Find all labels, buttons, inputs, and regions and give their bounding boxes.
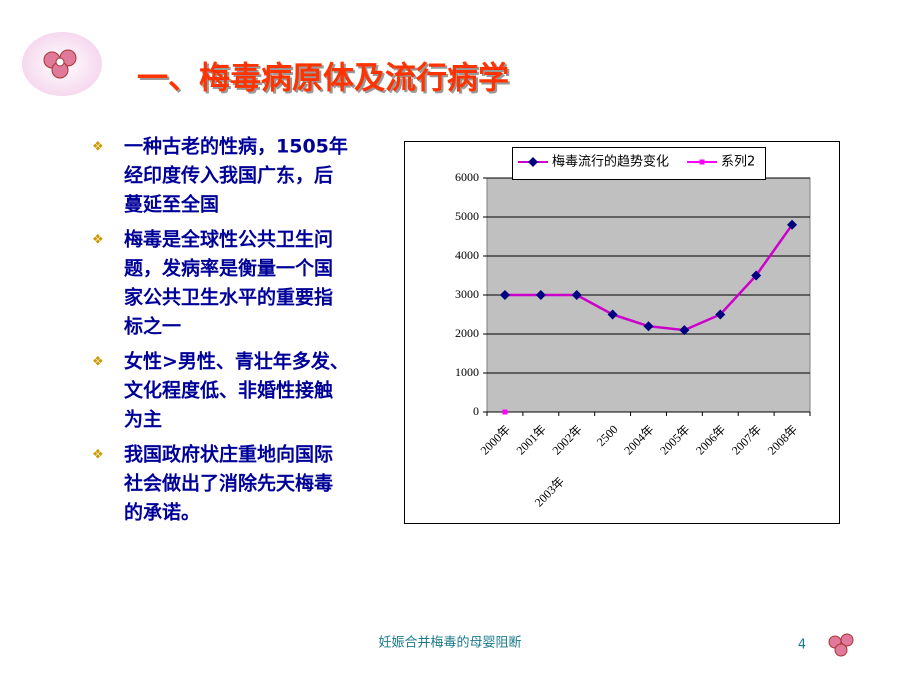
point: [571, 290, 582, 300]
legend-label: 系列2: [721, 155, 755, 170]
point: [643, 321, 654, 332]
bullet-text: 家公共卫生水平的重要指: [124, 286, 333, 309]
point: [535, 290, 546, 300]
point: [502, 409, 508, 415]
page-number: 4: [798, 638, 806, 653]
point: [787, 219, 798, 230]
point: [751, 270, 762, 281]
bullet-text: 梅毒是全球性公共卫生问: [124, 228, 333, 251]
logo: [43, 49, 77, 79]
legend-label: 梅毒流行的趋势变化: [552, 154, 669, 170]
y-tick-label: 1000: [455, 365, 479, 379]
bullet-text: 经印度传入我国广东，后: [124, 164, 333, 187]
footer-logo: [828, 633, 854, 657]
point: [715, 309, 726, 320]
slide-title: 一、梅毒病原体及流行病学: [137, 61, 509, 97]
bullet-text: 的承诺。: [124, 501, 200, 524]
title-shadow: 一、梅毒病原体及流行病学: [139, 63, 511, 99]
y-tick-label: 2000: [455, 326, 479, 340]
legend-marker: [699, 159, 705, 165]
y-tick-label: 5000: [455, 209, 479, 223]
bullet-text: 我国政府状庄重地向国际: [124, 443, 333, 466]
legend-box: [512, 147, 766, 180]
bullet-text: 蔓延至全国: [124, 193, 219, 216]
point: [679, 325, 690, 336]
bullet-icon: ❖: [92, 233, 104, 248]
bullet-text: 社会做出了消除先天梅毒: [123, 472, 333, 495]
y-tick-label: 3000: [455, 287, 479, 301]
bullet-icon: ❖: [92, 140, 104, 155]
bullet-text: 为主: [124, 408, 162, 431]
bullet-text: 文化程度低、非婚性接触: [124, 379, 333, 402]
y-tick-label: 4000: [455, 248, 479, 262]
bullet-text: 一种古老的性病，1505年: [124, 135, 348, 158]
bullet-text: 女性>男性、青壮年多发、: [124, 350, 349, 373]
point: [499, 290, 510, 300]
footer-text: 妊娠合并梅毒的母婴阻断: [378, 635, 521, 651]
bullet-icon: ❖: [92, 448, 104, 463]
bullet-text: 标之一: [124, 315, 181, 338]
legend-marker: [528, 157, 538, 167]
point: [607, 309, 618, 320]
bullet-text: 题，发病率是衡量一个国: [124, 257, 333, 280]
y-tick-label: 6000: [455, 170, 479, 184]
bullet-icon: ❖: [92, 355, 104, 370]
y-tick-label: 0: [473, 404, 479, 418]
